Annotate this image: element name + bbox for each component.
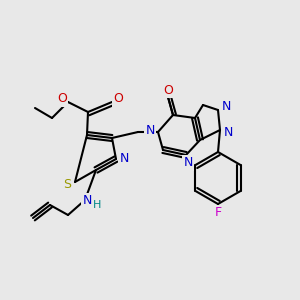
Text: S: S (63, 178, 71, 191)
Text: N: N (145, 124, 155, 136)
Text: F: F (214, 206, 222, 220)
Text: O: O (163, 83, 173, 97)
Text: N: N (119, 152, 129, 166)
Text: N: N (82, 194, 92, 208)
Text: O: O (57, 92, 67, 106)
Text: O: O (113, 92, 123, 106)
Text: N: N (223, 127, 233, 140)
Text: N: N (221, 100, 231, 113)
Text: N: N (183, 157, 193, 169)
Text: H: H (93, 200, 101, 210)
